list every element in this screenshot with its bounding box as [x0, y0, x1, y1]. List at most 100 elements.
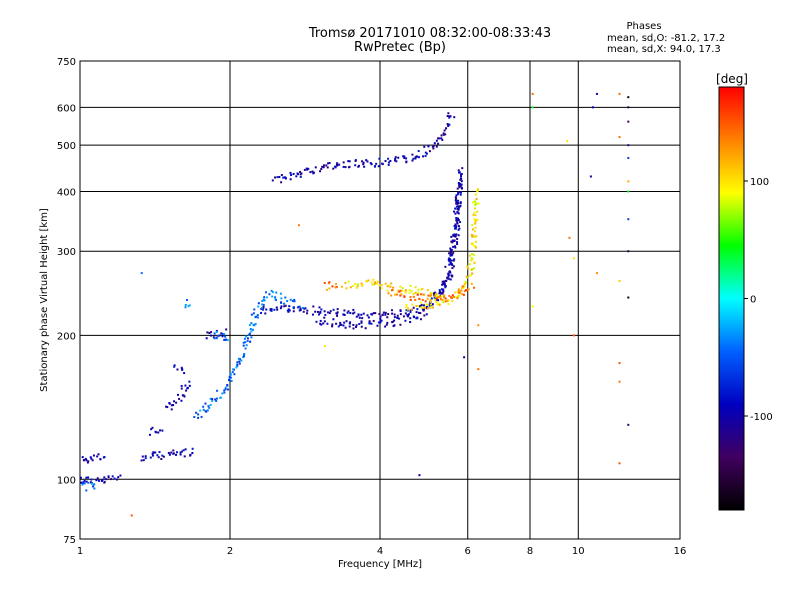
echo-dot [176, 393, 179, 396]
echo-dot [409, 321, 412, 324]
echo-dot [265, 308, 268, 311]
phases-o-mode-stats: mean, sd,O: -81.2, 17.2 [607, 33, 726, 44]
echo-dot [415, 311, 418, 314]
echo-dot [414, 286, 417, 289]
echo-dot [471, 201, 474, 204]
echo-dot [417, 311, 420, 314]
echo-point [618, 462, 621, 465]
x-tick-label: 1 [77, 546, 83, 557]
echo-dot [253, 324, 256, 327]
echo-dot [356, 283, 359, 286]
echo-dot [265, 296, 268, 299]
echo-dot [448, 123, 451, 126]
echo-dot [463, 283, 466, 286]
echo-dot [276, 308, 279, 311]
echo-dot [180, 366, 183, 369]
echo-dot [434, 295, 437, 298]
echo-dot [321, 165, 324, 168]
echo-dot [292, 300, 295, 303]
echo-dot [348, 160, 351, 163]
echo-dot [421, 306, 424, 309]
echo-dot [358, 316, 361, 319]
echo-dot [160, 458, 163, 461]
echo-dot [401, 290, 404, 293]
echo-point [627, 190, 630, 193]
echo-dot [374, 312, 377, 315]
echo-dot [85, 459, 88, 462]
echo-dot [329, 310, 332, 313]
echo-dot [175, 451, 178, 454]
echo-dot [80, 481, 83, 484]
echo-dot [475, 198, 478, 201]
echo-dot [380, 284, 383, 287]
y-tick-label: 600 [57, 103, 76, 114]
echo-dot [399, 294, 402, 297]
echo-dot [474, 226, 477, 229]
echo-dot [384, 282, 387, 285]
echo-dot [314, 310, 317, 313]
echo-dot [282, 176, 285, 179]
echo-dot [470, 257, 473, 260]
echo-dot [455, 217, 458, 220]
echo-dot [404, 319, 407, 322]
echo-dot [426, 307, 429, 310]
echo-dot [328, 281, 331, 284]
echo-dot [324, 313, 327, 316]
echo-dot [454, 207, 457, 210]
echo-dot [298, 309, 301, 312]
echo-dot [424, 151, 427, 154]
echo-dot [393, 316, 396, 319]
echo-dot [261, 306, 264, 309]
echo-dot [422, 309, 425, 312]
echo-dot [459, 202, 462, 205]
echo-dot [283, 302, 286, 305]
echo-dot [440, 137, 443, 140]
echo-point [566, 140, 569, 143]
echo-dot [395, 160, 398, 163]
echo-dot [303, 307, 306, 310]
echo-dot [172, 452, 175, 455]
echo-dot [448, 115, 451, 118]
echo-dot [193, 415, 196, 418]
echo-dot [205, 410, 208, 413]
grid-lines [80, 61, 680, 539]
echo-dot [223, 389, 226, 392]
echo-dot [293, 298, 296, 301]
echo-dot [456, 211, 459, 214]
echo-dot [250, 336, 253, 339]
echo-dot [191, 447, 194, 450]
echo-dot [209, 397, 212, 400]
echo-dot [158, 451, 161, 454]
echo-dot [205, 337, 208, 340]
echo-dot [421, 308, 424, 311]
echo-point [627, 423, 630, 426]
echo-dot [89, 481, 92, 484]
echo-dot [371, 283, 374, 286]
echo-dot [245, 335, 248, 338]
echo-dot [449, 250, 452, 253]
echo-dot [469, 254, 472, 257]
echo-dot [306, 168, 309, 171]
colorbar-tick-label: 0 [750, 295, 756, 306]
echo-dot [336, 312, 339, 315]
echo-dot [457, 202, 460, 205]
echo-dot [339, 321, 342, 324]
echo-dot [87, 460, 90, 463]
echo-dot [452, 265, 455, 268]
echo-dot [472, 213, 475, 216]
echo-dot [150, 428, 153, 431]
echo-dot [457, 212, 460, 215]
echo-dot [260, 311, 263, 314]
echo-dot [403, 155, 406, 158]
echo-dot [444, 133, 447, 136]
echo-dot [459, 175, 462, 178]
echo-dot [156, 454, 159, 457]
echo-dot [352, 323, 355, 326]
echo-dot [342, 313, 345, 316]
echo-dot [319, 311, 322, 314]
echo-dot [409, 311, 412, 314]
echo-point [297, 224, 300, 227]
echo-point [140, 272, 143, 275]
echo-dot [301, 306, 304, 309]
y-tick-label: 300 [57, 247, 76, 258]
